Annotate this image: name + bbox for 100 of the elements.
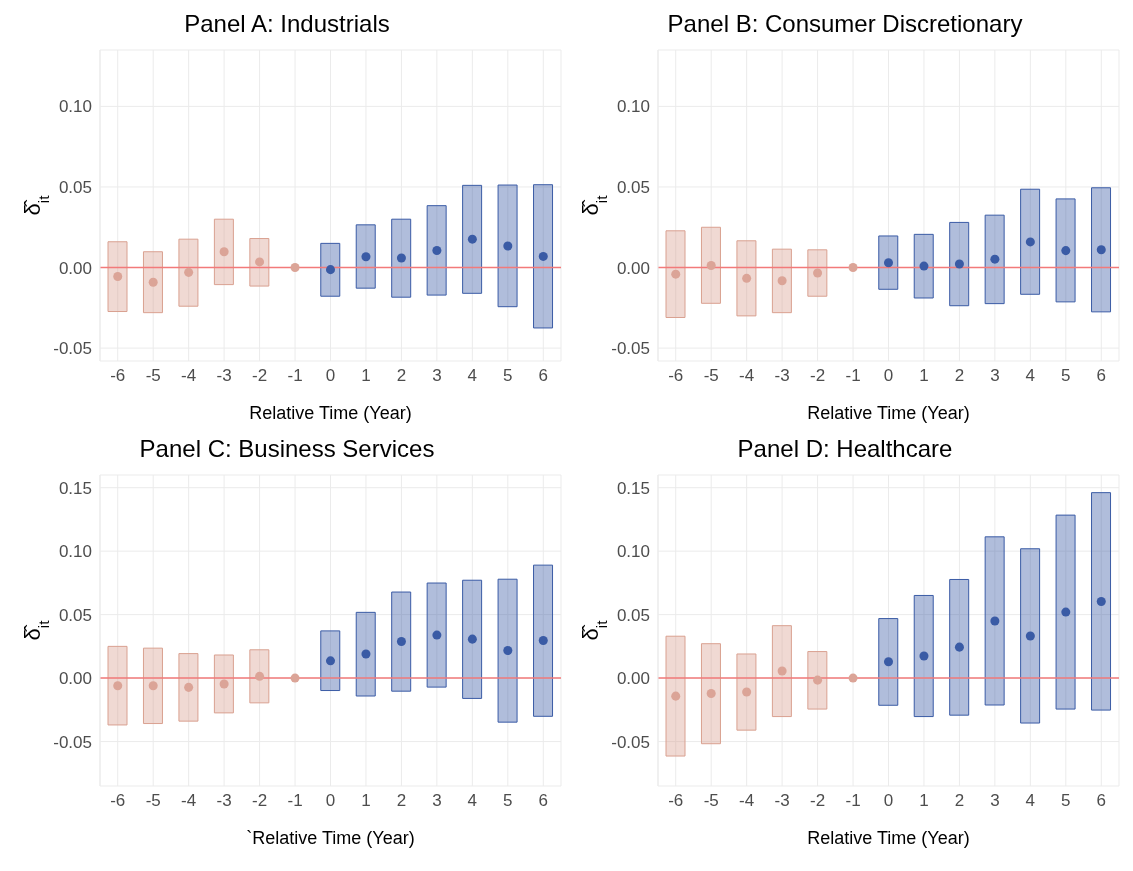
point bbox=[706, 688, 716, 698]
point bbox=[1025, 631, 1035, 641]
bar bbox=[142, 647, 163, 725]
x-tick-label: -2 bbox=[252, 366, 268, 386]
x-tick-label: 5 bbox=[1061, 366, 1071, 386]
y-tick-label: -0.05 bbox=[611, 339, 650, 359]
point bbox=[290, 673, 300, 683]
point bbox=[990, 616, 1000, 626]
x-tick-label: -5 bbox=[703, 791, 719, 811]
bar bbox=[462, 579, 483, 699]
y-tick-label: -0.05 bbox=[53, 732, 92, 752]
x-tick-label: 6 bbox=[1096, 791, 1106, 811]
x-tick-label: -6 bbox=[668, 366, 684, 386]
bar bbox=[771, 625, 792, 718]
x-tick-label: 2 bbox=[396, 366, 407, 386]
bar bbox=[1055, 198, 1076, 303]
x-tick-label: -4 bbox=[739, 791, 755, 811]
point bbox=[325, 265, 336, 275]
bar bbox=[913, 233, 934, 299]
bar bbox=[355, 224, 376, 289]
point bbox=[706, 260, 716, 270]
bar bbox=[949, 578, 970, 716]
bar bbox=[1055, 514, 1076, 710]
bar bbox=[984, 536, 1005, 706]
y-tick-label: 0.00 bbox=[616, 669, 650, 689]
x-tick-label: -3 bbox=[216, 366, 232, 386]
x-tick-label: -2 bbox=[810, 366, 826, 386]
x-tick-label: 3 bbox=[432, 366, 442, 386]
bar bbox=[1091, 492, 1112, 711]
point bbox=[113, 272, 123, 282]
y-tick-label: 0.05 bbox=[58, 605, 92, 625]
x-tick-label: -1 bbox=[287, 791, 303, 811]
bar bbox=[142, 251, 163, 314]
point bbox=[954, 642, 964, 652]
point bbox=[777, 276, 787, 286]
x-tick-label: -2 bbox=[810, 791, 826, 811]
x-tick-label: 5 bbox=[1061, 791, 1071, 811]
x-tick-label: 1 bbox=[919, 791, 929, 811]
x-tick-label: 0 bbox=[325, 366, 336, 386]
bar bbox=[665, 230, 686, 318]
x-tick-label: 3 bbox=[990, 366, 1000, 386]
point bbox=[290, 263, 300, 273]
bar bbox=[320, 242, 341, 297]
point bbox=[113, 681, 123, 691]
bar bbox=[771, 248, 792, 314]
point bbox=[919, 261, 929, 271]
bar bbox=[878, 618, 899, 706]
bar bbox=[320, 630, 341, 692]
y-tick-label: 0.10 bbox=[616, 542, 650, 562]
x-tick-label: -1 bbox=[287, 366, 303, 386]
x-tick-label: 1 bbox=[919, 366, 929, 386]
x-axis-title: Relative Time (Year) bbox=[807, 403, 970, 423]
y-tick-label: 0.05 bbox=[616, 605, 650, 625]
point bbox=[396, 253, 406, 263]
x-tick-label: -6 bbox=[110, 791, 126, 811]
bar bbox=[736, 240, 757, 317]
point bbox=[1061, 607, 1071, 617]
bar bbox=[533, 184, 554, 329]
x-tick-label: 6 bbox=[538, 791, 548, 811]
bar bbox=[700, 643, 721, 745]
x-tick-label: 4 bbox=[1025, 366, 1036, 386]
point bbox=[396, 637, 406, 647]
x-tick-label: 0 bbox=[883, 366, 894, 386]
point bbox=[538, 636, 548, 646]
point bbox=[1096, 245, 1106, 255]
point bbox=[503, 646, 513, 656]
x-tick-label: -1 bbox=[845, 791, 861, 811]
point bbox=[184, 267, 194, 277]
x-tick-label: 4 bbox=[1025, 791, 1036, 811]
x-tick-label: 1 bbox=[361, 366, 371, 386]
y-tick-label: 0.00 bbox=[58, 669, 92, 689]
y-tick-label: -0.05 bbox=[53, 339, 92, 359]
bar bbox=[807, 249, 828, 297]
point bbox=[671, 691, 681, 701]
y-tick-label: 0.15 bbox=[616, 478, 650, 498]
x-tick-label: -4 bbox=[181, 791, 197, 811]
point bbox=[919, 651, 929, 661]
y-tick-label: 0.00 bbox=[616, 258, 650, 278]
bar bbox=[391, 591, 412, 692]
bar bbox=[1020, 188, 1041, 295]
x-axis-title: `Relative Time (Year) bbox=[246, 828, 415, 848]
bar bbox=[665, 635, 686, 757]
point bbox=[848, 263, 858, 273]
x-tick-label: -6 bbox=[110, 366, 126, 386]
point bbox=[742, 687, 752, 697]
bar bbox=[1091, 187, 1112, 313]
x-tick-label: 4 bbox=[467, 791, 478, 811]
point bbox=[883, 258, 894, 268]
point bbox=[1025, 237, 1035, 247]
x-tick-label: -3 bbox=[774, 366, 790, 386]
point bbox=[742, 273, 752, 283]
point bbox=[990, 254, 1000, 264]
bar bbox=[426, 582, 447, 688]
x-tick-label: -5 bbox=[145, 791, 161, 811]
x-axis-title: Relative Time (Year) bbox=[249, 403, 412, 423]
x-tick-label: 6 bbox=[1096, 366, 1106, 386]
point bbox=[432, 630, 442, 640]
bar bbox=[249, 238, 270, 287]
chart-title: Panel D: Healthcare bbox=[736, 434, 954, 464]
x-tick-label: 2 bbox=[396, 791, 407, 811]
